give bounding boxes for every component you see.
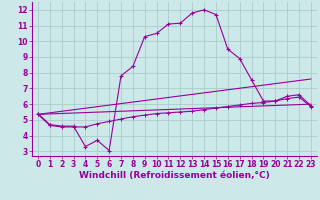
X-axis label: Windchill (Refroidissement éolien,°C): Windchill (Refroidissement éolien,°C) <box>79 171 270 180</box>
